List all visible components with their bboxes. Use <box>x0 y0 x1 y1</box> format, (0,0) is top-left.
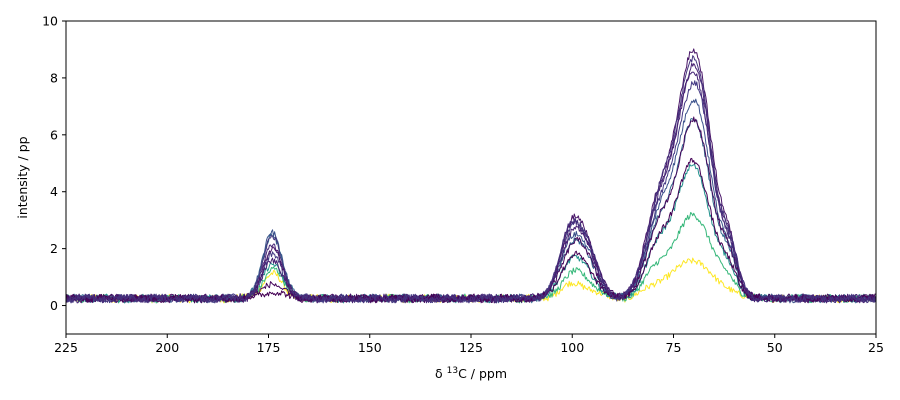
y-axis: 0 2 4 6 8 10 <box>42 14 66 313</box>
x-tick-label: 175 <box>257 340 281 355</box>
y-axis-label: intensity / pp <box>15 136 30 218</box>
x-tick-label: 25 <box>868 340 884 355</box>
series-line <box>66 116 876 304</box>
x-tick-label: 225 <box>54 340 78 355</box>
x-tick-label: 125 <box>459 340 483 355</box>
y-tick-label: 0 <box>50 298 58 313</box>
y-tick-label: 4 <box>50 184 58 199</box>
x-axis-label: δ 13C / ppm <box>435 366 507 381</box>
series-line <box>66 157 876 304</box>
series-line <box>66 71 876 304</box>
y-tick-label: 8 <box>50 70 58 85</box>
series-line <box>66 163 876 304</box>
y-tick-label: 10 <box>42 14 58 29</box>
series-line <box>66 98 876 304</box>
series-line <box>66 212 876 304</box>
series-line <box>66 80 876 304</box>
series-line <box>66 118 876 304</box>
x-tick-label: 75 <box>666 340 682 355</box>
series-line <box>66 48 876 304</box>
x-tick-label: 100 <box>560 340 584 355</box>
x-tick-label: 50 <box>767 340 783 355</box>
series-line <box>66 62 876 304</box>
series-line <box>66 55 876 304</box>
x-tick-label: 200 <box>155 340 179 355</box>
y-tick-label: 6 <box>50 127 58 142</box>
series-lines <box>66 48 876 304</box>
x-tick-label: 150 <box>358 340 382 355</box>
y-tick-label: 2 <box>50 241 58 256</box>
plot-frame <box>65 20 877 335</box>
x-axis: 225 200 175 150 125 100 75 50 25 <box>54 334 884 355</box>
